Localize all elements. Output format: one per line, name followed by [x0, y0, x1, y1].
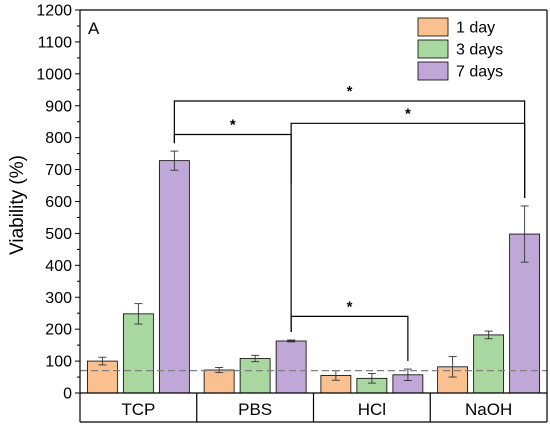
bar-pbs-series-0 [203, 369, 235, 394]
significance-bracket [173, 133, 292, 333]
y-tick-label: 100 [45, 354, 72, 371]
legend-swatch-1 [417, 39, 449, 59]
panel-label: A [88, 19, 100, 38]
significance-bracket [290, 122, 526, 198]
bar-tcp-series-0 [86, 360, 118, 394]
category-label-hcl: HCl [358, 400, 386, 419]
bar-naoh-series-1 [473, 334, 505, 394]
bar-tcp-series-1 [122, 313, 154, 394]
y-axis-title: Viability (%) [7, 155, 28, 255]
significance-bracket [173, 100, 526, 198]
y-tick-label: 200 [45, 322, 72, 339]
y-tick-label: 900 [45, 98, 72, 115]
y-tick-label: 700 [45, 162, 72, 179]
y-tick-label: 500 [45, 226, 72, 243]
y-tick-label: 300 [45, 290, 72, 307]
y-tick-label: 1100 [38, 34, 73, 51]
significance-star: * [347, 83, 353, 100]
bar-pbs-series-2 [275, 340, 307, 394]
y-tick-label: 600 [45, 194, 72, 211]
significance-bracket [290, 315, 409, 362]
category-label-tcp: TCP [121, 400, 155, 419]
category-label-pbs: PBS [238, 400, 272, 419]
y-tick-label: 1200 [36, 3, 72, 20]
significance-star: * [405, 105, 411, 122]
legend-label-1: 3 days [456, 42, 503, 59]
legend-label-0: 1 day [456, 20, 495, 37]
legend-swatch-0 [417, 17, 449, 37]
significance-star: * [230, 116, 236, 133]
legend-swatch-2 [417, 61, 449, 81]
bar-pbs-series-1 [239, 358, 271, 394]
category-label-naoh: NaOH [465, 400, 512, 419]
legend-label-2: 7 days [456, 64, 503, 81]
bar-tcp-series-2 [158, 160, 190, 394]
y-tick-label: 800 [45, 130, 72, 147]
y-tick-label: 1000 [36, 66, 72, 83]
y-tick-label: 0 [63, 386, 72, 403]
y-tick-label: 400 [45, 258, 72, 275]
significance-star: * [347, 298, 353, 315]
